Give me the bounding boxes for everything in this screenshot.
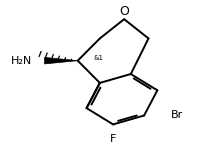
Polygon shape bbox=[45, 57, 78, 64]
Text: &1: &1 bbox=[93, 55, 103, 61]
Text: Br: Br bbox=[171, 110, 183, 120]
Text: H₂N: H₂N bbox=[11, 56, 32, 66]
Text: O: O bbox=[119, 5, 129, 18]
Text: F: F bbox=[110, 134, 116, 144]
